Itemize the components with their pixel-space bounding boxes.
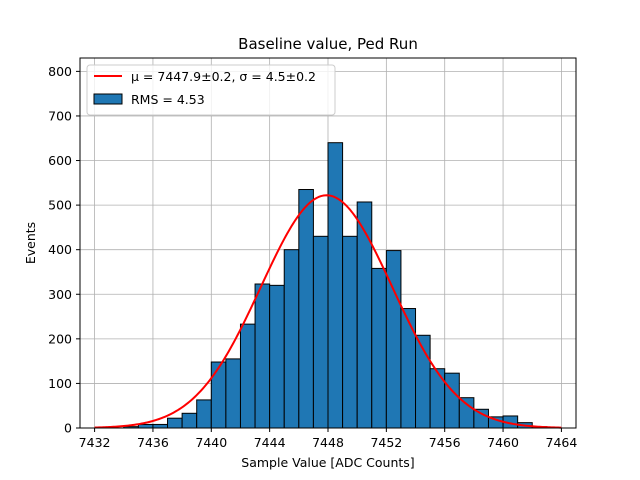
histogram-bar	[181, 412, 198, 429]
x-tick-label: 7452	[370, 435, 402, 450]
x-tick-label: 7440	[195, 435, 227, 450]
y-tick-label: 0	[64, 421, 72, 436]
y-tick-label: 300	[48, 287, 72, 302]
histogram-bar	[327, 142, 344, 429]
histogram-bar	[356, 201, 373, 429]
y-tick-label: 500	[48, 198, 72, 213]
histogram-bar	[371, 267, 387, 429]
legend-histogram-label: RMS = 4.53	[131, 92, 205, 107]
y-tick-label: 700	[48, 108, 72, 123]
histogram-bar	[167, 417, 183, 429]
gaussian-fit-curve	[94, 194, 562, 429]
histogram-bar	[137, 423, 154, 429]
histogram-bar	[444, 372, 460, 429]
chart-title: Baseline value, Ped Run	[238, 35, 418, 53]
y-tick-label: 800	[48, 64, 72, 79]
histogram-bars	[123, 142, 548, 429]
legend-box	[86, 64, 336, 116]
histogram-bar	[400, 308, 417, 429]
histogram-bar	[283, 249, 300, 429]
histogram-bar	[152, 423, 169, 429]
x-tick-label: 7456	[429, 435, 461, 450]
x-tick-label: 7444	[254, 435, 286, 450]
x-tick-label: 7460	[487, 435, 519, 450]
histogram-bar	[312, 235, 329, 429]
x-axis-ticks: 7432 7436 7440 7444 7448 7452 7456 7460 7464	[79, 428, 578, 450]
histogram-bar	[196, 399, 212, 429]
x-tick-label: 7432	[79, 435, 111, 450]
histogram-bar	[342, 235, 358, 429]
y-tick-label: 400	[48, 242, 72, 257]
histogram-bar	[269, 284, 285, 429]
y-axis-label: Events	[23, 222, 38, 264]
x-axis-label: Sample Value [ADC Counts]	[241, 455, 414, 470]
histogram-bar	[225, 358, 241, 429]
legend-fit-label: μ = 7447.9±0.2, σ = 4.5±0.2	[131, 69, 316, 84]
histogram-bar	[458, 397, 475, 429]
x-tick-label: 7436	[137, 435, 169, 450]
y-axis-ticks: 0 100 200 300 400 500 600 700 800	[48, 64, 80, 436]
legend-histogram-swatch	[93, 93, 123, 105]
x-tick-label: 7464	[546, 435, 578, 450]
x-tick-label: 7448	[312, 435, 344, 450]
histogram-bar	[473, 408, 489, 429]
legend: μ = 7447.9±0.2, σ = 4.5±0.2 RMS = 4.53	[86, 64, 336, 116]
y-tick-label: 600	[48, 153, 72, 168]
histogram-bar	[298, 189, 314, 429]
histogram-bar	[254, 283, 271, 429]
y-tick-label: 200	[48, 331, 72, 346]
histogram-bar	[210, 361, 227, 429]
y-tick-label: 100	[48, 376, 72, 391]
histogram-bar	[239, 323, 256, 429]
